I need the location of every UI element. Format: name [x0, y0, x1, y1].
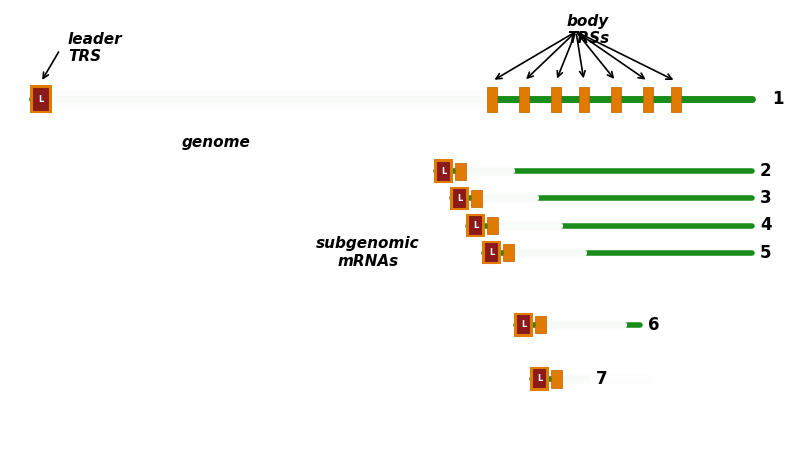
- Text: genome: genome: [182, 135, 250, 150]
- Text: L: L: [521, 320, 526, 329]
- Bar: [516, 314, 531, 335]
- Bar: [535, 316, 546, 333]
- Text: 4: 4: [760, 216, 772, 235]
- Bar: [611, 87, 622, 112]
- Text: 3: 3: [760, 189, 772, 207]
- Text: 7: 7: [596, 370, 608, 388]
- Bar: [671, 87, 682, 112]
- Text: 2: 2: [760, 162, 772, 180]
- Bar: [514, 313, 534, 336]
- Text: 6: 6: [648, 316, 659, 334]
- Bar: [643, 87, 654, 112]
- Bar: [466, 214, 486, 237]
- Bar: [551, 370, 562, 387]
- Bar: [452, 188, 467, 209]
- Bar: [482, 241, 502, 264]
- Bar: [487, 217, 498, 234]
- Text: L: L: [457, 194, 462, 203]
- Bar: [579, 87, 589, 112]
- Text: L: L: [441, 167, 446, 176]
- Text: L: L: [537, 374, 542, 383]
- Bar: [484, 242, 499, 263]
- Text: L: L: [489, 248, 494, 257]
- Bar: [450, 187, 470, 210]
- Text: 1: 1: [772, 90, 783, 108]
- Bar: [532, 368, 547, 389]
- Bar: [503, 244, 514, 261]
- Bar: [436, 161, 451, 182]
- Text: body
TRSs: body TRSs: [567, 14, 609, 46]
- Bar: [468, 215, 483, 236]
- Text: 5: 5: [760, 244, 771, 262]
- Text: leader
TRS: leader TRS: [68, 32, 122, 64]
- Bar: [550, 87, 561, 112]
- Bar: [30, 86, 52, 113]
- Bar: [486, 87, 498, 112]
- Bar: [455, 163, 466, 180]
- Text: L: L: [38, 95, 43, 104]
- Text: L: L: [473, 221, 478, 230]
- Bar: [32, 87, 50, 112]
- Bar: [519, 87, 530, 112]
- Bar: [530, 367, 550, 391]
- Text: subgenomic
mRNAs: subgenomic mRNAs: [316, 236, 420, 269]
- Bar: [471, 190, 482, 207]
- Bar: [434, 160, 454, 183]
